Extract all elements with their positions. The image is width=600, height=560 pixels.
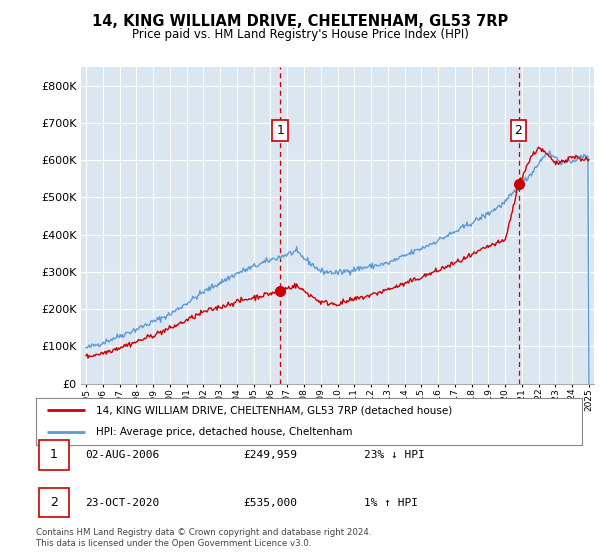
Text: 2: 2 [515, 124, 523, 137]
Text: £535,000: £535,000 [244, 498, 298, 507]
Text: 23-OCT-2020: 23-OCT-2020 [85, 498, 160, 507]
Text: 1: 1 [50, 449, 58, 461]
Text: £249,959: £249,959 [244, 450, 298, 460]
Text: Contains HM Land Registry data © Crown copyright and database right 2024.
This d: Contains HM Land Registry data © Crown c… [36, 528, 371, 548]
Text: 02-AUG-2006: 02-AUG-2006 [85, 450, 160, 460]
Text: 2: 2 [50, 496, 58, 509]
Text: HPI: Average price, detached house, Cheltenham: HPI: Average price, detached house, Chel… [96, 427, 353, 437]
Text: 1% ↑ HPI: 1% ↑ HPI [364, 498, 418, 507]
Text: 14, KING WILLIAM DRIVE, CHELTENHAM, GL53 7RP: 14, KING WILLIAM DRIVE, CHELTENHAM, GL53… [92, 14, 508, 29]
Bar [39, 488, 69, 517]
Text: 1: 1 [276, 124, 284, 137]
Bar [39, 440, 69, 469]
Text: 23% ↓ HPI: 23% ↓ HPI [364, 450, 424, 460]
Text: Price paid vs. HM Land Registry's House Price Index (HPI): Price paid vs. HM Land Registry's House … [131, 28, 469, 41]
Text: 14, KING WILLIAM DRIVE, CHELTENHAM, GL53 7RP (detached house): 14, KING WILLIAM DRIVE, CHELTENHAM, GL53… [96, 405, 452, 416]
